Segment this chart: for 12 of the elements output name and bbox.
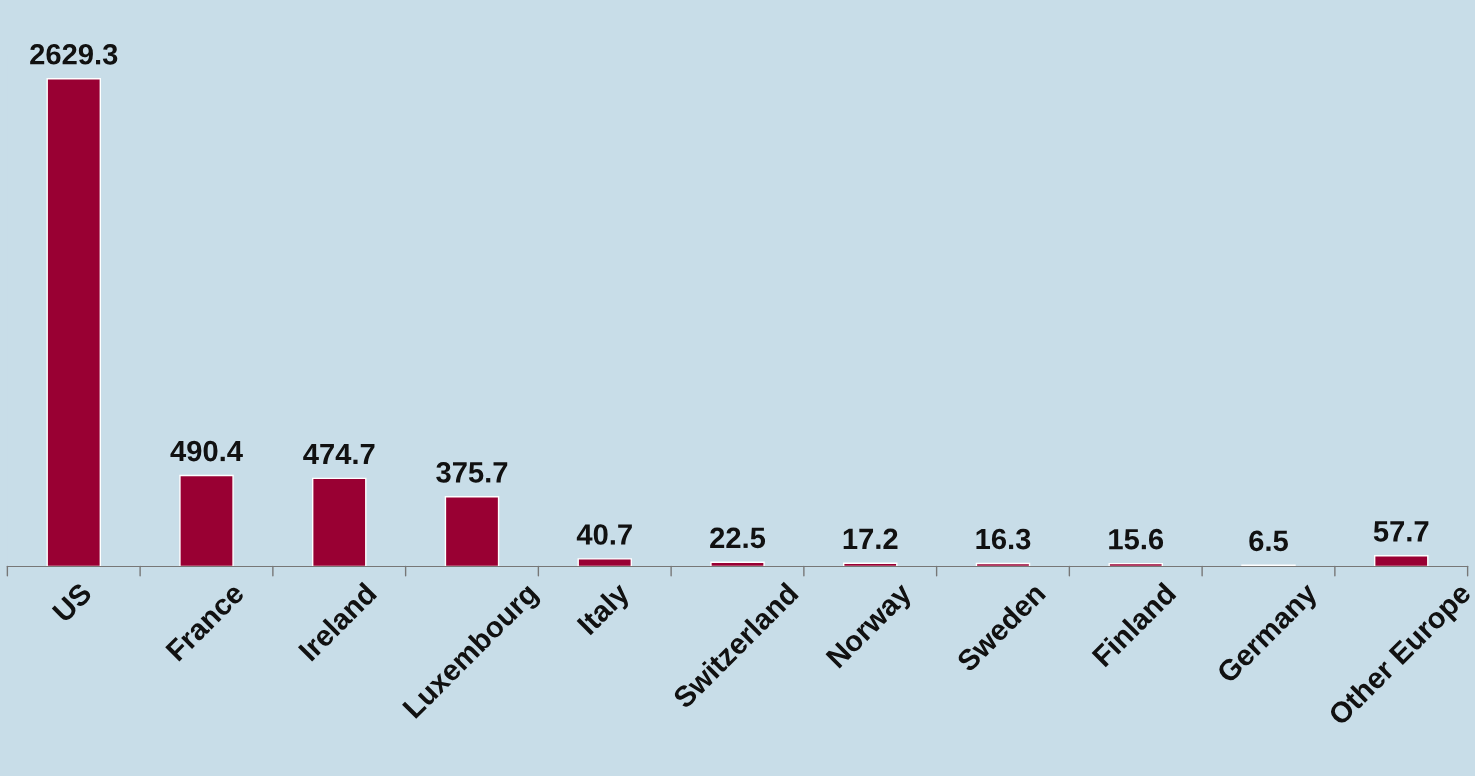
data-label: 375.7 — [436, 462, 508, 483]
data-label: 474.7 — [303, 443, 375, 465]
data-label: 490.4 — [170, 440, 243, 462]
data-label: 6.5 — [1249, 530, 1288, 552]
x-tick-label: US — [51, 581, 93, 623]
data-label: 40.7 — [576, 524, 632, 545]
data-label: 57.7 — [1373, 521, 1429, 542]
data-label: 15.6 — [1109, 528, 1164, 550]
data-label: 16.3 — [976, 528, 1031, 550]
data-label: 2629.3 — [30, 43, 118, 65]
data-label: 17.2 — [843, 528, 898, 549]
data-label: 22.5 — [710, 527, 766, 549]
